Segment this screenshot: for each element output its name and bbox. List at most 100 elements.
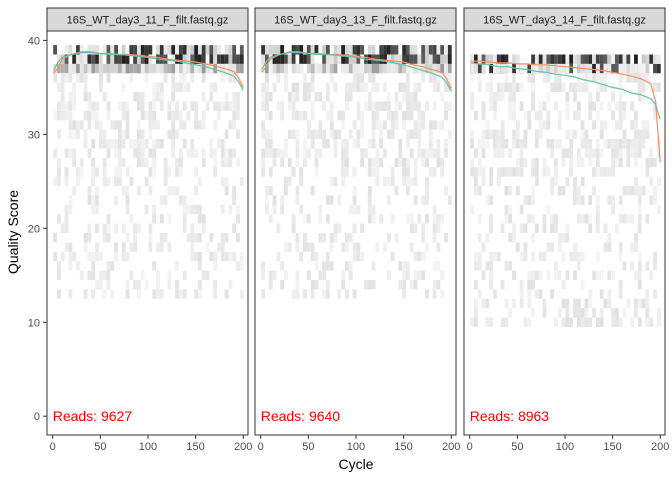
heat-tile: [481, 167, 486, 177]
heat-tile: [114, 251, 118, 262]
heat-tile: [508, 92, 513, 102]
heat-tile: [265, 73, 269, 83]
heat-tile: [557, 63, 562, 74]
heat-tile: [371, 63, 376, 74]
heat-tile: [402, 157, 406, 168]
reads-annotation: Reads: 9640: [261, 408, 341, 424]
heat-tile: [156, 92, 160, 102]
heat-tile: [303, 242, 307, 252]
heat-tile: [576, 110, 581, 121]
heat-tile: [98, 73, 103, 83]
heat-tile: [167, 45, 172, 55]
heat-tile: [561, 54, 566, 64]
heat-tile: [504, 186, 509, 196]
heat-tile: [284, 186, 288, 196]
heat-tile: [87, 186, 92, 196]
heat-tile: [645, 73, 650, 83]
heat-tile: [512, 270, 516, 280]
heat-tile: [599, 317, 604, 327]
heat-tile: [496, 139, 501, 149]
heat-tile: [280, 45, 285, 55]
heat-tile: [531, 308, 535, 318]
heat-tile: [500, 148, 505, 158]
heat-tile: [421, 270, 426, 280]
heat-tile: [565, 110, 570, 121]
heat-tile: [125, 120, 130, 130]
heat-tile: [341, 279, 346, 290]
heat-tile: [57, 157, 61, 168]
heat-tile: [630, 186, 635, 196]
heat-tile: [114, 139, 118, 149]
heat-tile: [114, 45, 118, 55]
heat-tile: [383, 63, 387, 74]
heat-tile: [83, 63, 88, 74]
heat-tile: [557, 54, 562, 64]
heat-tile: [261, 129, 266, 140]
heat-tile: [102, 157, 107, 168]
heat-tile: [534, 176, 539, 187]
heat-tile: [148, 233, 153, 243]
heat-tile: [337, 129, 342, 140]
facet-title: 16S_WT_day3_11_F_filt.fastq.gz: [67, 15, 229, 27]
heat-tile: [398, 148, 403, 158]
heat-tile: [645, 120, 650, 130]
heat-tile: [345, 82, 349, 93]
heat-tile: [83, 54, 88, 64]
heat-tile: [383, 54, 387, 64]
heat-tile: [178, 82, 183, 93]
heat-tile: [57, 63, 61, 74]
heat-tile: [333, 139, 338, 149]
heat-tile: [645, 157, 650, 168]
heat-tile: [205, 45, 210, 55]
heat-tile: [531, 279, 535, 290]
heat-tile: [394, 233, 399, 243]
heat-tile: [527, 195, 532, 205]
heat-tile: [531, 73, 535, 83]
heat-tile: [106, 223, 111, 233]
heat-tile: [220, 204, 225, 215]
heat-tile: [220, 176, 225, 187]
heat-tile: [171, 45, 176, 55]
heat-tile: [432, 279, 437, 290]
heat-tile: [622, 101, 627, 111]
heat-tile: [213, 120, 218, 130]
heat-tile: [565, 129, 570, 140]
x-tick-label: 150: [394, 441, 412, 453]
heat-tile: [630, 63, 635, 74]
heat-tile: [561, 157, 566, 168]
heat-tile: [57, 129, 61, 140]
heat-tile: [417, 120, 422, 130]
heat-tile: [232, 45, 237, 55]
heat-tile: [348, 261, 353, 271]
heat-tile: [333, 176, 338, 187]
heat-tile: [367, 157, 372, 168]
heat-tile: [228, 73, 233, 83]
heat-tile: [133, 279, 138, 290]
heat-tile: [519, 223, 524, 233]
heat-tile: [474, 110, 478, 121]
heat-tile: [175, 129, 179, 140]
heat-tile: [371, 204, 376, 215]
heat-tile: [573, 92, 577, 102]
heat-tile: [197, 214, 202, 224]
heat-tile: [178, 120, 183, 130]
heat-tile: [295, 289, 300, 299]
heat-tile: [91, 54, 96, 64]
heat-tile: [641, 63, 646, 74]
heat-tile: [306, 82, 311, 93]
heat-tile: [595, 54, 600, 64]
heat-tile: [284, 242, 288, 252]
heat-tile: [588, 289, 593, 299]
heat-tile: [102, 167, 107, 177]
heat-tile: [129, 214, 134, 224]
heat-tile: [236, 54, 240, 64]
heat-tile: [622, 63, 627, 74]
heat-tile: [618, 63, 623, 74]
heat-tile: [284, 63, 288, 74]
heat-tile: [322, 63, 326, 74]
heat-tile: [504, 317, 509, 327]
heat-tile: [512, 63, 516, 74]
heat-tile: [209, 54, 214, 64]
heat-tile: [299, 176, 304, 187]
heat-tile: [409, 110, 414, 121]
